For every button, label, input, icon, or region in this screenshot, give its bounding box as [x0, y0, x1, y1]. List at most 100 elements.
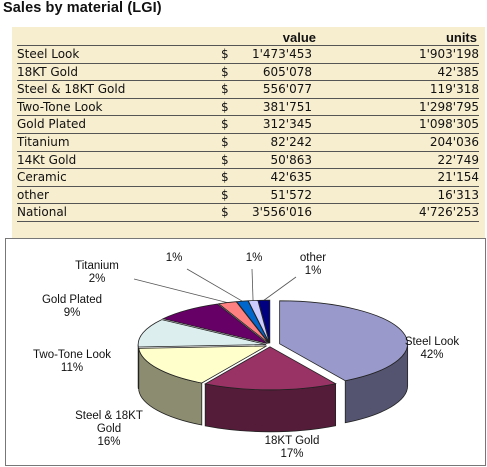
row-units: 42'385: [318, 62, 479, 81]
sales-table-panel: value units Steel Look $1'473'453 1'903'19…: [12, 27, 485, 238]
slice-label-two-tone: Two-Tone Look 11%: [33, 349, 111, 374]
header-name: [17, 30, 221, 46]
slice-label-line: 17%: [280, 448, 303, 460]
row-material: 14Kt Gold: [17, 150, 221, 169]
table-row: Steel & 18KT Gold $556'077 119'318: [17, 80, 479, 99]
slice-label-steel-18kt: Steel & 18KT Gold 16%: [75, 410, 143, 448]
currency-symbol: $: [221, 152, 229, 167]
pie-chart: Steel Look 42%18KT Gold 17%Steel & 18KT Gol…: [33, 252, 460, 460]
slice-label-titanium: Titanium 2%: [75, 260, 119, 285]
row-material: 18KT Gold: [17, 62, 221, 81]
row-units: 204'036: [318, 132, 479, 152]
row-value: 42'635: [270, 170, 312, 185]
row-value: 50'863: [270, 152, 312, 167]
currency-symbol: $: [221, 187, 229, 202]
table-row: other $51'572 16'313: [17, 185, 479, 204]
table-row: Two-Tone Look $381'751 1'298'795: [17, 97, 479, 116]
row-value: 82'242: [270, 134, 312, 149]
row-value: 1'473'453: [251, 47, 312, 61]
slice-label-line: Steel & 18KT: [75, 410, 143, 422]
slice-label-line: 11%: [61, 362, 83, 374]
currency-symbol: $: [221, 134, 229, 149]
slice-label-line: 2%: [89, 273, 106, 285]
table-row: 14Kt Gold $50'863 22'749: [17, 150, 479, 169]
slice-label-line: Titanium: [75, 260, 119, 272]
row-value: 3'556'016: [251, 205, 312, 220]
row-value-cell: $82'242: [221, 132, 318, 152]
row-units: 1'903'198: [318, 45, 479, 64]
table-row: Ceramic $42'635 21'154: [17, 168, 479, 187]
currency-symbol: $: [221, 64, 229, 79]
slice-label-line: 1%: [305, 265, 322, 277]
currency-symbol: $: [221, 82, 229, 97]
pie-slice-steel-look: [279, 300, 409, 382]
leader-line: [251, 268, 254, 301]
row-value-cell: $556'077: [221, 80, 318, 99]
row-value-cell: $312'345: [221, 115, 318, 134]
slice-label-line: 9%: [64, 307, 81, 319]
page-title: Sales by material (LGI): [3, 0, 162, 16]
row-value-cell: $1'473'453: [221, 45, 318, 64]
slice-label-steel-look: Steel Look 42%: [405, 336, 460, 361]
table-row: Steel Look $1'473'453 1'903'198: [17, 45, 479, 64]
currency-symbol: $: [221, 170, 229, 185]
row-value: 51'572: [270, 187, 312, 202]
row-value-cell: $3'556'016: [221, 203, 318, 222]
row-value: 381'751: [262, 99, 312, 114]
header-value: value: [282, 30, 316, 45]
table-body: Steel Look $1'473'453 1'903'198 18KT Gold $6…: [17, 45, 479, 222]
slice-label-gold-18kt: 18KT Gold 17%: [265, 435, 320, 460]
row-material: Steel Look: [17, 45, 221, 64]
slice-label-gold-14kt: 1%: [166, 252, 183, 264]
pie-slice-steel-18kt-gold: [138, 345, 267, 384]
currency-symbol: $: [221, 205, 229, 220]
row-units: 1'298'795: [318, 97, 479, 116]
row-value-cell: $50'863: [221, 150, 318, 169]
row-units: 119'318: [318, 80, 479, 99]
row-units: 16'313: [318, 185, 479, 204]
pie-slice-18kt-gold: [204, 346, 337, 391]
row-value-cell: $42'635: [221, 168, 318, 187]
slice-label-line: 1%: [166, 252, 183, 264]
currency-symbol: $: [221, 117, 229, 132]
slice-label-line: Two-Tone Look: [33, 349, 111, 361]
slice-label-line: 16%: [97, 436, 120, 448]
slice-label-line: Steel Look: [405, 336, 460, 348]
row-value-cell: $605'078: [221, 62, 318, 81]
pie-chart-panel: Steel Look 42% 18KT Gold 17% Steel & 18KT Gol…: [5, 238, 486, 466]
pie-slice-two-tone-look: [137, 319, 267, 348]
row-units: 22'749: [318, 150, 479, 169]
row-value: 605'078: [262, 64, 312, 79]
header-units: units: [445, 30, 477, 45]
slice-label-line: 1%: [246, 252, 263, 264]
leader-line: [263, 276, 297, 301]
table-row: Gold Plated $312'345 1'098'305: [17, 115, 479, 134]
row-material: Ceramic: [17, 168, 221, 187]
slice-label-line: Gold Plated: [42, 294, 102, 306]
row-material: other: [17, 185, 221, 204]
row-material: Gold Plated: [17, 115, 221, 134]
row-value: 312'345: [262, 117, 312, 132]
pie-slice-gold-plated: [161, 303, 268, 344]
currency-symbol: $: [221, 99, 229, 114]
row-value-cell: $381'751: [221, 97, 318, 116]
table-row: 18KT Gold $605'078 42'385: [17, 62, 479, 81]
slice-label-line: Gold: [97, 423, 121, 435]
slice-label-ceramic: 1%: [246, 252, 263, 264]
row-material: Titanium: [17, 132, 221, 152]
slice-label-line: 18KT Gold: [265, 435, 320, 447]
row-units: 21'154: [318, 168, 479, 187]
table-header-row: value units: [17, 30, 479, 46]
row-units: 4'726'253: [318, 203, 479, 222]
slice-label-line: 42%: [420, 349, 443, 361]
table-row: National $3'556'016 4'726'253: [17, 203, 479, 222]
leader-line: [186, 268, 243, 302]
row-material: Two-Tone Look: [17, 97, 221, 116]
sales-table: value units Steel Look $1'473'453 1'903'19…: [17, 30, 479, 222]
pie-slice-other: [257, 299, 271, 344]
currency-symbol: $: [221, 47, 229, 61]
leader-line: [133, 278, 228, 303]
pie-side-18kt-gold: [204, 383, 337, 433]
row-material: National: [17, 203, 221, 222]
row-value-cell: $51'572: [221, 185, 318, 204]
